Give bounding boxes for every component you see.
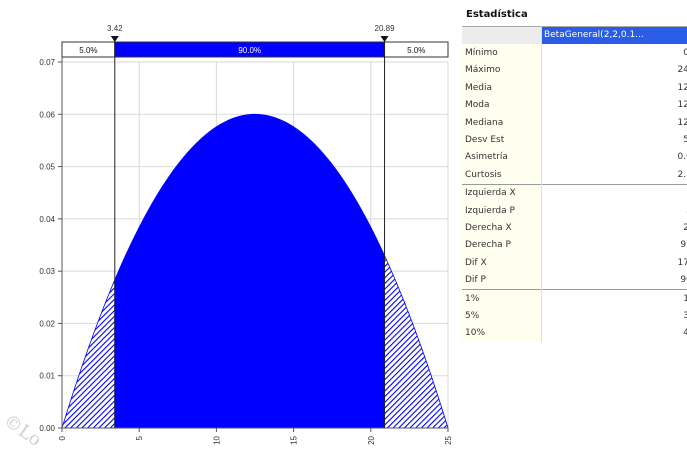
left-marker-handle: [110, 36, 119, 42]
statistic-value: 5.355: [541, 131, 687, 149]
statistic-value: 24.130: [541, 61, 687, 80]
statistics-row: Dif P90.0%: [462, 271, 687, 290]
statistic-label: 5%: [462, 307, 542, 325]
statistic-value: 4.869: [541, 324, 687, 343]
statistics-row: Desv Est5.355: [462, 131, 687, 149]
statistic-label: Desv Est: [462, 131, 542, 149]
statistic-value: 2.1429: [541, 166, 687, 185]
statistics-row: Izquierda X3.42: [462, 183, 687, 202]
right-tail-area: [384, 255, 449, 429]
statistic-value: 12.155: [541, 79, 687, 97]
statistic-label: Mediana: [462, 113, 542, 132]
y-tick-label: 0.01: [39, 372, 55, 381]
statistic-value: 95.0%: [541, 236, 687, 255]
statistic-label: Curtosis: [462, 166, 542, 185]
statistics-row: Máximo24.130: [462, 61, 687, 80]
band-middle-label: 90.0%: [238, 46, 261, 55]
distribution-header-cell[interactable]: BetaGeneral(2,2,0.1...: [541, 27, 687, 45]
statistics-row: Dif X17.467: [462, 254, 687, 272]
y-tick-label: 0.03: [39, 267, 55, 276]
statistic-value: 0.180: [541, 44, 687, 62]
x-tick-label: 10: [212, 435, 221, 444]
statistic-label: Dif X: [462, 254, 542, 272]
y-tick-label: 0.07: [39, 58, 55, 67]
band-right-label: 5.0%: [407, 46, 425, 55]
statistic-label: Izquierda P: [462, 201, 542, 220]
left-tail-area: [61, 279, 116, 429]
statistic-value: 5.0%: [541, 201, 687, 220]
y-tick-label: 0.00: [39, 424, 55, 433]
statistics-row: Mínimo0.180: [462, 44, 687, 62]
statistics-row: Derecha X20.89: [462, 219, 687, 237]
chart-panel: 0.00 0.01 0.02 0.03 0.04 0.05 0.06 0.07 0 5 10 15 20…: [39, 24, 453, 445]
header-blank-cell: [462, 27, 542, 45]
statistic-value: 3.42: [541, 183, 687, 202]
statistic-label: Máximo: [462, 61, 542, 80]
statistic-value: 3.422: [541, 307, 687, 325]
x-tick-label: 25: [444, 435, 453, 444]
right-marker-label: 20.89: [375, 24, 396, 33]
statistic-label: Moda: [462, 96, 542, 114]
y-tick-label: 0.04: [39, 215, 55, 224]
statistics-row: 1%1.591: [462, 288, 687, 308]
statistics-header-row: BetaGeneral(2,2,0.1...: [462, 27, 687, 45]
statistic-value: 12.155: [541, 96, 687, 114]
statistic-label: Asimetría: [462, 148, 542, 167]
statistics-row: 5%3.422: [462, 307, 687, 325]
statistic-value: 20.89: [541, 219, 687, 237]
statistics-row: Moda12.155: [462, 96, 687, 114]
statistic-label: Derecha X: [462, 219, 542, 237]
statistics-title: Estadística: [462, 4, 687, 27]
statistic-value: 17.467: [541, 254, 687, 272]
band-left-label: 5.0%: [79, 46, 97, 55]
y-tick-label: 0.02: [39, 319, 55, 328]
statistic-label: Izquierda X: [462, 183, 542, 202]
x-tick-label: 20: [367, 435, 376, 444]
statistic-label: Dif P: [462, 271, 542, 290]
y-tick-label: 0.06: [39, 110, 55, 119]
statistic-value: 12.155: [541, 113, 687, 132]
left-marker-label: 3.42: [107, 24, 123, 33]
statistics-row: Media12.155: [462, 79, 687, 97]
statistic-label: Derecha P: [462, 236, 542, 255]
statistics-row: Izquierda P5.0%: [462, 201, 687, 220]
statistics-row: Derecha P95.0%: [462, 236, 687, 255]
density-chart: 0.00 0.01 0.02 0.03 0.04 0.05 0.06 0.07 0 5 10 15 20…: [39, 24, 453, 445]
statistic-label: Media: [462, 79, 542, 97]
central-area: [114, 113, 385, 429]
statistics-row: Mediana12.155: [462, 113, 687, 132]
statistics-panel: Estadística BetaGeneral(2,2,0.1... Mínim…: [462, 4, 687, 445]
x-tick-label: 0: [58, 435, 67, 440]
statistics-table: BetaGeneral(2,2,0.1... Mínimo0.180Máximo…: [462, 27, 687, 343]
right-marker-handle: [380, 36, 389, 42]
statistic-value: 0.0000: [541, 148, 687, 167]
statistic-label: Mínimo: [462, 44, 542, 62]
x-tick-label: 5: [135, 435, 144, 440]
distribution-name[interactable]: BetaGeneral(2,2,0.1...: [541, 27, 687, 45]
statistic-label: 1%: [462, 288, 542, 308]
statistic-value: 90.0%: [541, 271, 687, 290]
statistic-label: 10%: [462, 324, 542, 343]
statistic-value: 1.591: [541, 288, 687, 308]
x-tick-label: 15: [290, 435, 299, 444]
y-tick-label: 0.05: [39, 163, 55, 172]
statistics-row: 10%4.869: [462, 324, 687, 343]
